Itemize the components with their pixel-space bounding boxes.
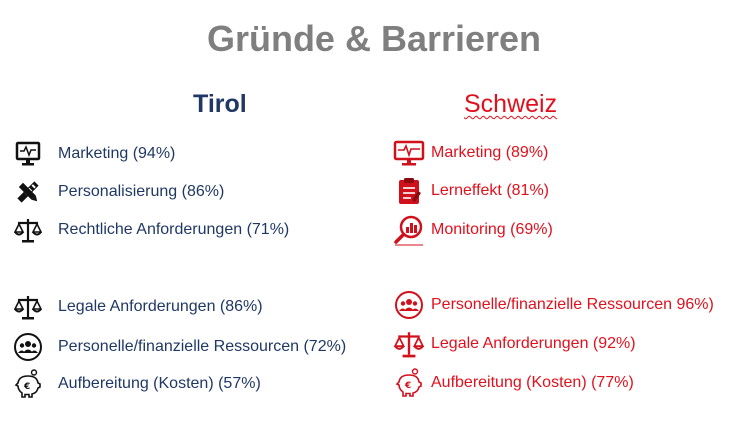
tirol-item-label: Rechtliche Anforderungen (71%) [58, 221, 290, 238]
piggy-bank-icon: € [12, 368, 44, 400]
checklist-icon [393, 175, 425, 207]
people-group-icon [393, 289, 425, 321]
schweiz-item-marketing: Marketing (89%) [393, 137, 548, 169]
svg-text:€: € [23, 382, 30, 392]
magnifier-chart-icon [393, 214, 425, 246]
tirol-item-personelle: Personelle/finanzielle Ressourcen (72%) [12, 331, 346, 363]
tirol-item-legale: Legale Anforderungen (86%) [12, 291, 263, 323]
people-group-icon [12, 331, 44, 363]
tirol-item-label: Marketing (94%) [58, 145, 176, 162]
tirol-item-label: Personalisierung (86%) [58, 183, 225, 200]
tirol-item-label: Personelle/finanzielle Ressourcen (72%) [58, 338, 347, 355]
schweiz-item-label: Marketing (89%) [431, 144, 549, 161]
pencil-ruler-icon [12, 176, 44, 208]
tirol-item-label: Legale Anforderungen (86%) [58, 298, 263, 315]
page-title: Gründe & Barrieren [206, 18, 542, 59]
schweiz-item-personelle: Personelle/finanzielle Ressourcen 96%) [393, 289, 714, 321]
tirol-item-rechtliche: Rechtliche Anforderungen (71%) [12, 214, 289, 246]
monitor-pulse-icon [393, 137, 425, 169]
piggy-bank-icon: € [393, 367, 425, 399]
schweiz-heading: Schweiz [464, 90, 558, 118]
tirol-item-aufbereitung: € Aufbereitung (Kosten) (57%) [12, 368, 261, 400]
schweiz-item-lerneffekt: Lerneffekt (81%) [393, 175, 549, 207]
schweiz-item-label: Lerneffekt (81%) [431, 182, 549, 199]
tirol-item-label: Aufbereitung (Kosten) (57%) [58, 375, 261, 392]
scales-icon [12, 291, 44, 323]
schweiz-item-legale: Legale Anforderungen (92%) [393, 328, 636, 360]
scales-icon [393, 328, 425, 360]
schweiz-item-label: Personelle/finanzielle Ressourcen 96%) [431, 296, 714, 313]
schweiz-item-label: Monitoring (69%) [431, 221, 553, 238]
svg-text:€: € [404, 381, 411, 391]
monitor-pulse-icon [12, 138, 44, 170]
schweiz-item-aufbereitung: € Aufbereitung (Kosten) (77%) [393, 367, 634, 399]
tirol-item-personalisierung: Personalisierung (86%) [12, 176, 224, 208]
tirol-heading: Tirol [193, 90, 247, 118]
scales-icon [12, 214, 44, 246]
schweiz-item-monitoring: Monitoring (69%) [393, 214, 553, 246]
schweiz-item-label: Aufbereitung (Kosten) (77%) [431, 374, 634, 391]
tirol-item-marketing: Marketing (94%) [12, 138, 175, 170]
schweiz-item-label: Legale Anforderungen (92%) [431, 335, 636, 352]
